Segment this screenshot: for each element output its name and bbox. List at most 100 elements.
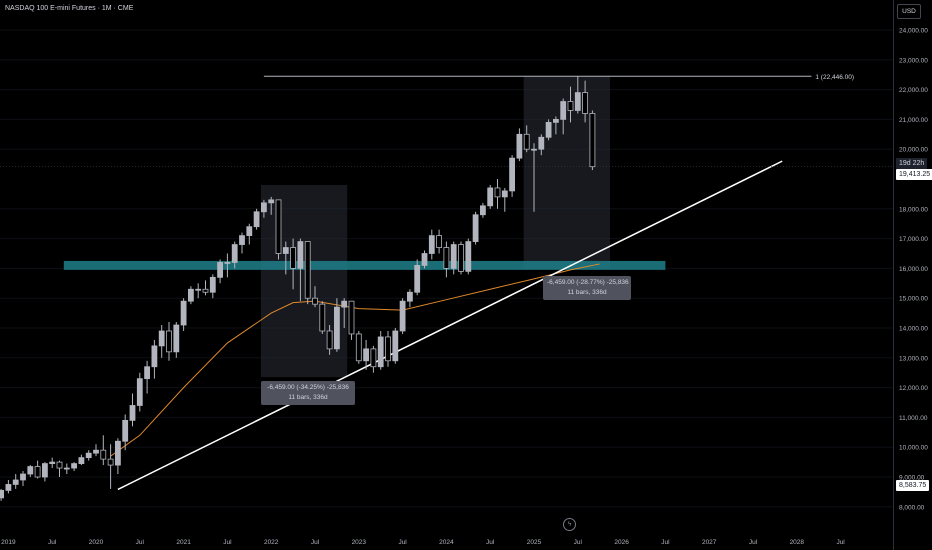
candle-body: [560, 101, 567, 120]
candle-body: [582, 92, 588, 114]
candle-body: [501, 190, 508, 198]
candle-body: [421, 253, 428, 266]
time-tick-label: Jul: [661, 539, 670, 546]
time-tick-label: Jul: [398, 539, 407, 546]
candle-body: [166, 330, 172, 353]
candle-body: [450, 244, 457, 269]
candle-body: [231, 244, 238, 263]
candle-body: [71, 463, 77, 469]
candle-body: [355, 333, 362, 362]
candle-body: [0, 490, 5, 499]
candle-body: [187, 288, 194, 302]
candle-body: [63, 467, 70, 470]
candle-body: [341, 300, 348, 308]
price-tick-label: 17,000.00: [899, 236, 928, 243]
price-tick-label: 21,000.00: [899, 117, 928, 124]
candle-body: [333, 306, 340, 350]
time-tick-label: Jul: [749, 539, 758, 546]
candle-body: [122, 419, 129, 442]
candle-body: [399, 300, 406, 332]
candle-body: [93, 449, 99, 454]
price-tick-label: 22,000.00: [899, 87, 928, 94]
lightning-icon[interactable]: ϟ: [563, 518, 576, 531]
currency-button[interactable]: USD: [897, 4, 921, 19]
candle-body: [27, 466, 34, 475]
measure-2022-bars: 11 bars, 336d: [288, 394, 328, 401]
candle-body: [129, 405, 136, 421]
candle-body: [458, 244, 464, 272]
candle-body: [275, 199, 282, 254]
time-tick-label: Jul: [48, 539, 57, 546]
time-tick-label: Jul: [574, 539, 583, 546]
price-tick-label: 16,000.00: [899, 266, 928, 273]
candle-body: [173, 324, 180, 353]
candle-body: [290, 247, 297, 269]
measure-2022-change: -6,459.00 (-34.25%) -25,836: [267, 384, 349, 391]
candle-body: [34, 466, 41, 478]
candle-body: [479, 205, 486, 216]
candle-body: [42, 463, 48, 478]
price-tick-label: 24,000.00: [899, 28, 928, 35]
candle-body: [487, 187, 494, 207]
price-tick-label: 18,000.00: [899, 206, 928, 213]
time-tick-label: Jul: [136, 539, 145, 546]
candle-body: [538, 136, 545, 150]
candle-body: [20, 473, 26, 481]
candle-body: [260, 202, 267, 213]
price-tick-label: 9,000.00: [899, 475, 925, 482]
candle-body: [202, 288, 209, 293]
candle-body: [12, 479, 19, 485]
time-tick-label: 2020: [89, 539, 104, 546]
candle-body: [107, 458, 114, 466]
candle-body: [516, 133, 523, 159]
measure-2025-label: -6,459.00 (-28.77%) -25,836 11 bars, 336…: [543, 276, 631, 300]
candle-body: [180, 300, 187, 326]
candle-body: [312, 297, 318, 305]
time-tick-label: 2024: [439, 539, 454, 546]
candle-body: [144, 366, 151, 380]
candle-body: [195, 288, 202, 291]
fib-level-label: 1 (22,446.00): [815, 74, 854, 81]
candle-body: [509, 157, 516, 192]
candle-body: [472, 214, 479, 242]
candle-body: [158, 330, 165, 347]
candle-body: [151, 345, 158, 368]
candle-body: [523, 133, 530, 150]
candle-body: [465, 241, 472, 272]
candle-body: [100, 449, 107, 460]
price-tick-label: 12,000.00: [899, 385, 928, 392]
candle-body: [531, 148, 537, 151]
candle-body: [377, 336, 384, 368]
candle-body: [224, 262, 231, 264]
candle-body: [392, 330, 399, 362]
candle-body: [370, 348, 377, 368]
candle-body: [319, 303, 326, 332]
time-tick-label: 2022: [264, 539, 279, 546]
candle-body: [85, 452, 92, 459]
candle-body: [494, 187, 501, 198]
trendline: [117, 160, 783, 491]
candle-body: [443, 247, 450, 269]
candle-body: [348, 300, 355, 335]
time-tick-label: 2023: [352, 539, 367, 546]
symbol-title[interactable]: NASDAQ 100 E-mini Futures · 1M · CME: [5, 5, 134, 12]
candle-body: [253, 211, 260, 228]
price-axis-separator: [893, 0, 894, 550]
candle-body: [282, 247, 289, 254]
candle-body: [589, 113, 596, 168]
price-tick-label: 23,000.00: [899, 57, 928, 64]
candle-body: [304, 241, 311, 299]
price-tick-label: 10,000.00: [899, 445, 928, 452]
time-tick-label: Jul: [223, 539, 232, 546]
candle-body: [239, 235, 245, 245]
candle-body: [385, 336, 391, 362]
candle-body: [49, 461, 56, 464]
time-tick-label: 2027: [702, 539, 717, 546]
price-tick-label: 20,000.00: [899, 147, 928, 154]
price-tick-label: 11,000.00: [899, 415, 928, 422]
time-tick-label: Jul: [486, 539, 495, 546]
candle-body: [326, 330, 333, 350]
moving-average-line: [110, 263, 600, 457]
